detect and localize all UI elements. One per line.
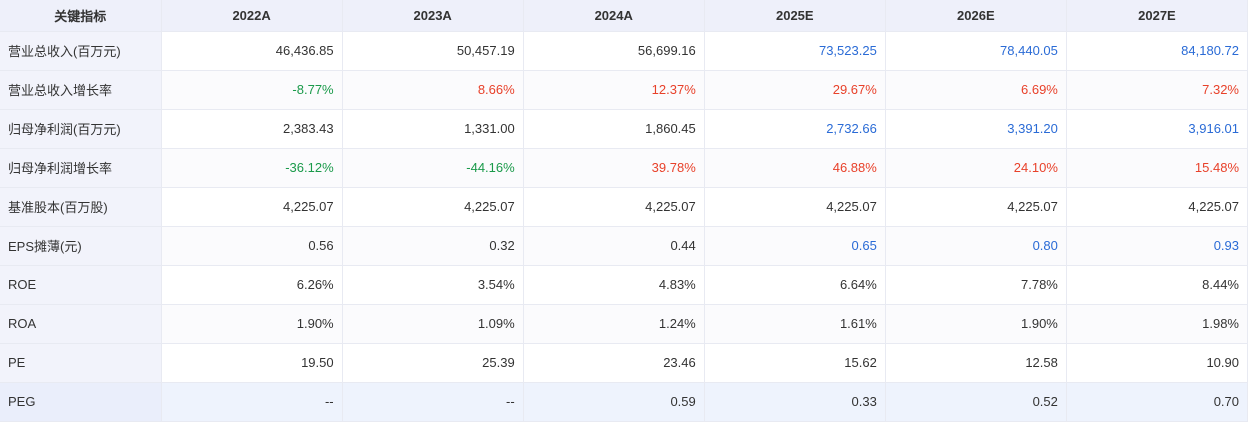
table-cell: 0.80 [885, 226, 1067, 266]
table-row: 归母净利润(百万元) 2,383.43 1,331.00 1,860.45 2,732.… [0, 109, 1249, 149]
row-label: PEG [0, 382, 162, 422]
header-cell-2022a: 2022A [161, 0, 343, 32]
table-cell: -- [342, 382, 524, 422]
header-cell-2026e: 2026E [885, 0, 1067, 32]
table-cell: 0.32 [342, 226, 524, 266]
table-cell: 24.10% [885, 148, 1067, 188]
table-cell: 1.90% [161, 304, 343, 344]
table-row: PE 19.50 25.39 23.46 15.62 12.58 10.90 [0, 343, 1249, 383]
table-cell: 0.93 [1066, 226, 1249, 266]
table-cell: 0.44 [523, 226, 705, 266]
header-row: 关键指标 2022A 2023A 2024A 2025E 2026E 2027E [0, 0, 1249, 32]
row-label: 营业总收入增长率 [0, 70, 162, 110]
table-row: PEG -- -- 0.59 0.33 0.52 0.70 [0, 382, 1249, 422]
table-cell: 1.24% [523, 304, 705, 344]
table-cell: 0.70 [1066, 382, 1249, 422]
table-cell: 56,699.16 [523, 31, 705, 71]
table-header: 关键指标 2022A 2023A 2024A 2025E 2026E 2027E [0, 0, 1249, 32]
table-row: EPS摊薄(元) 0.56 0.32 0.44 0.65 0.80 0.93 [0, 226, 1249, 266]
table-cell: 4,225.07 [704, 187, 886, 227]
table-cell: 84,180.72 [1066, 31, 1249, 71]
row-label: ROE [0, 265, 162, 305]
row-label: 基准股本(百万股) [0, 187, 162, 227]
table-cell: 10.90 [1066, 343, 1249, 383]
table-cell: -44.16% [342, 148, 524, 188]
table-cell: 23.46 [523, 343, 705, 383]
header-cell-2024a: 2024A [523, 0, 705, 32]
table-cell: 2,383.43 [161, 109, 343, 149]
table-cell: 15.48% [1066, 148, 1249, 188]
table-cell: 19.50 [161, 343, 343, 383]
row-label: EPS摊薄(元) [0, 226, 162, 266]
table-row: 基准股本(百万股) 4,225.07 4,225.07 4,225.07 4,225.0… [0, 187, 1249, 227]
table-cell: 0.65 [704, 226, 886, 266]
table-cell: 4.83% [523, 265, 705, 305]
table-cell: 39.78% [523, 148, 705, 188]
row-label: 营业总收入(百万元) [0, 31, 162, 71]
table-row: ROE 6.26% 3.54% 4.83% 6.64% 7.78% 8.44% [0, 265, 1249, 305]
table-row: 营业总收入增长率 -8.77% 8.66% 12.37% 29.67% 6.69% 7.32… [0, 70, 1249, 110]
table-cell: 4,225.07 [161, 187, 343, 227]
table-body: 营业总收入(百万元) 46,436.85 50,457.19 56,699.16 73,… [0, 31, 1249, 422]
table-cell: 15.62 [704, 343, 886, 383]
table-cell: 1.09% [342, 304, 524, 344]
header-cell-2023a: 2023A [342, 0, 524, 32]
table-cell: 7.78% [885, 265, 1067, 305]
table-cell: 78,440.05 [885, 31, 1067, 71]
table-cell: 6.26% [161, 265, 343, 305]
table-cell: 6.69% [885, 70, 1067, 110]
table-cell: 8.66% [342, 70, 524, 110]
table-cell: 73,523.25 [704, 31, 886, 71]
table-cell: 0.59 [523, 382, 705, 422]
table-cell: 3,916.01 [1066, 109, 1249, 149]
table-cell: 4,225.07 [885, 187, 1067, 227]
table-cell: 4,225.07 [1066, 187, 1249, 227]
table-cell: 0.52 [885, 382, 1067, 422]
table-cell: 50,457.19 [342, 31, 524, 71]
table-cell: 3,391.20 [885, 109, 1067, 149]
table-cell: 1.90% [885, 304, 1067, 344]
table-row: 营业总收入(百万元) 46,436.85 50,457.19 56,699.16 73,… [0, 31, 1249, 71]
table-row: 归母净利润增长率 -36.12% -44.16% 39.78% 46.88% 24.10%… [0, 148, 1249, 188]
table-cell: 4,225.07 [342, 187, 524, 227]
key-metrics-table: 关键指标 2022A 2023A 2024A 2025E 2026E 2027E… [0, 0, 1249, 422]
table-cell: 3.54% [342, 265, 524, 305]
row-label: ROA [0, 304, 162, 344]
header-cell-2027e: 2027E [1066, 0, 1249, 32]
table-cell: 12.37% [523, 70, 705, 110]
table-cell: 6.64% [704, 265, 886, 305]
table-row: ROA 1.90% 1.09% 1.24% 1.61% 1.90% 1.98% [0, 304, 1249, 344]
table-cell: 0.33 [704, 382, 886, 422]
table-cell: -8.77% [161, 70, 343, 110]
row-label: 归母净利润增长率 [0, 148, 162, 188]
table-cell: 46.88% [704, 148, 886, 188]
table-cell: 7.32% [1066, 70, 1249, 110]
header-cell-2025e: 2025E [704, 0, 886, 32]
table-cell: -- [161, 382, 343, 422]
table-cell: 1,331.00 [342, 109, 524, 149]
table-cell: 46,436.85 [161, 31, 343, 71]
row-label: PE [0, 343, 162, 383]
table-cell: 0.56 [161, 226, 343, 266]
table-cell: 1.98% [1066, 304, 1249, 344]
table-cell: 29.67% [704, 70, 886, 110]
table-cell: 8.44% [1066, 265, 1249, 305]
table-cell: 2,732.66 [704, 109, 886, 149]
table-cell: 1.61% [704, 304, 886, 344]
header-cell-metric: 关键指标 [0, 0, 162, 32]
table-cell: -36.12% [161, 148, 343, 188]
table-cell: 4,225.07 [523, 187, 705, 227]
table-cell: 12.58 [885, 343, 1067, 383]
row-label: 归母净利润(百万元) [0, 109, 162, 149]
table-cell: 25.39 [342, 343, 524, 383]
table-cell: 1,860.45 [523, 109, 705, 149]
